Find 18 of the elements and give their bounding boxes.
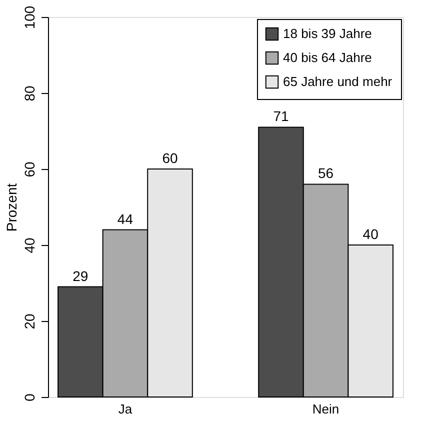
- y-tick-label: 100: [22, 6, 38, 30]
- x-tick-label: Nein: [312, 402, 340, 416]
- data-label: 44: [117, 210, 134, 227]
- legend-label: 65 Jahre und mehr: [283, 74, 393, 89]
- data-label: 71: [273, 108, 289, 124]
- y-tick-label: 40: [22, 238, 38, 254]
- data-label: 29: [72, 268, 88, 284]
- y-tick-label: 80: [22, 86, 38, 102]
- legend-label: 18 bis 39 Jahre: [283, 26, 372, 41]
- data-label: 56: [318, 165, 334, 182]
- y-axis-title: Prozent: [4, 183, 20, 232]
- x-tick-label: Ja: [118, 402, 133, 416]
- data-label: 60: [162, 150, 178, 166]
- legend-label: 40 bis 64 Jahre: [283, 50, 372, 65]
- y-tick-label: 20: [22, 314, 38, 330]
- y-tick-label: 60: [22, 162, 38, 178]
- y-tick-label: 0: [22, 393, 38, 402]
- data-label: 40: [362, 226, 379, 242]
